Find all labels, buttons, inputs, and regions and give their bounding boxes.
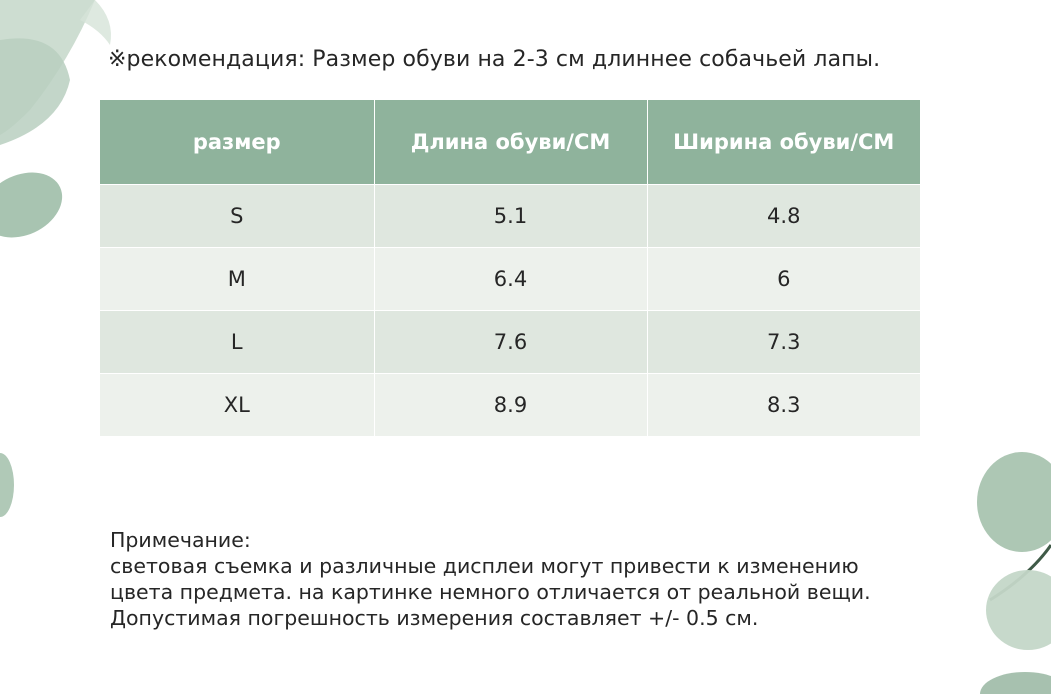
length-cell: 7.6 — [374, 310, 648, 374]
size-table: размер Длина обуви/CM Ширина обуви/CM S … — [100, 100, 920, 436]
note-line: цвета предмета. на картинке немного отли… — [110, 580, 871, 604]
leaf-shape — [0, 172, 63, 238]
width-cell: 8.3 — [647, 373, 920, 436]
leaf-shape — [0, 0, 95, 135]
size-cell: L — [100, 310, 375, 374]
length-cell: 6.4 — [374, 247, 648, 311]
table-row: S 5.1 4.8 — [100, 184, 920, 248]
size-cell: M — [100, 247, 375, 311]
leaf-shape — [0, 38, 70, 146]
recommendation-text: ※рекомендация: Размер обуви на 2-3 см дл… — [108, 47, 881, 72]
leaf-shape — [980, 672, 1051, 694]
table-row: M 6.4 6 — [100, 247, 920, 311]
table-row: L 7.6 7.3 — [100, 310, 920, 374]
table-header-row: размер Длина обуви/CM Ширина обуви/CM — [100, 100, 920, 185]
width-cell: 7.3 — [647, 310, 920, 374]
column-header-length: Длина обуви/CM — [374, 100, 648, 185]
note-line: Допустимая погрешность измерения составл… — [110, 606, 759, 630]
column-header-size: размер — [100, 100, 375, 185]
leaf-shape — [80, 0, 111, 45]
leaf-shape — [0, 453, 14, 517]
size-cell: XL — [100, 373, 375, 436]
width-cell: 6 — [647, 247, 920, 311]
note-line: световая съемка и различные дисплеи могу… — [110, 554, 859, 578]
length-cell: 8.9 — [374, 373, 648, 436]
table-row: XL 8.9 8.3 — [100, 373, 920, 436]
column-header-width: Ширина обуви/CM — [647, 100, 920, 185]
length-cell: 5.1 — [374, 184, 648, 248]
size-cell: S — [100, 184, 375, 248]
note-section: Примечание: световая съемка и различные … — [110, 527, 1010, 631]
width-cell: 4.8 — [647, 184, 920, 248]
note-title: Примечание: — [110, 528, 251, 552]
